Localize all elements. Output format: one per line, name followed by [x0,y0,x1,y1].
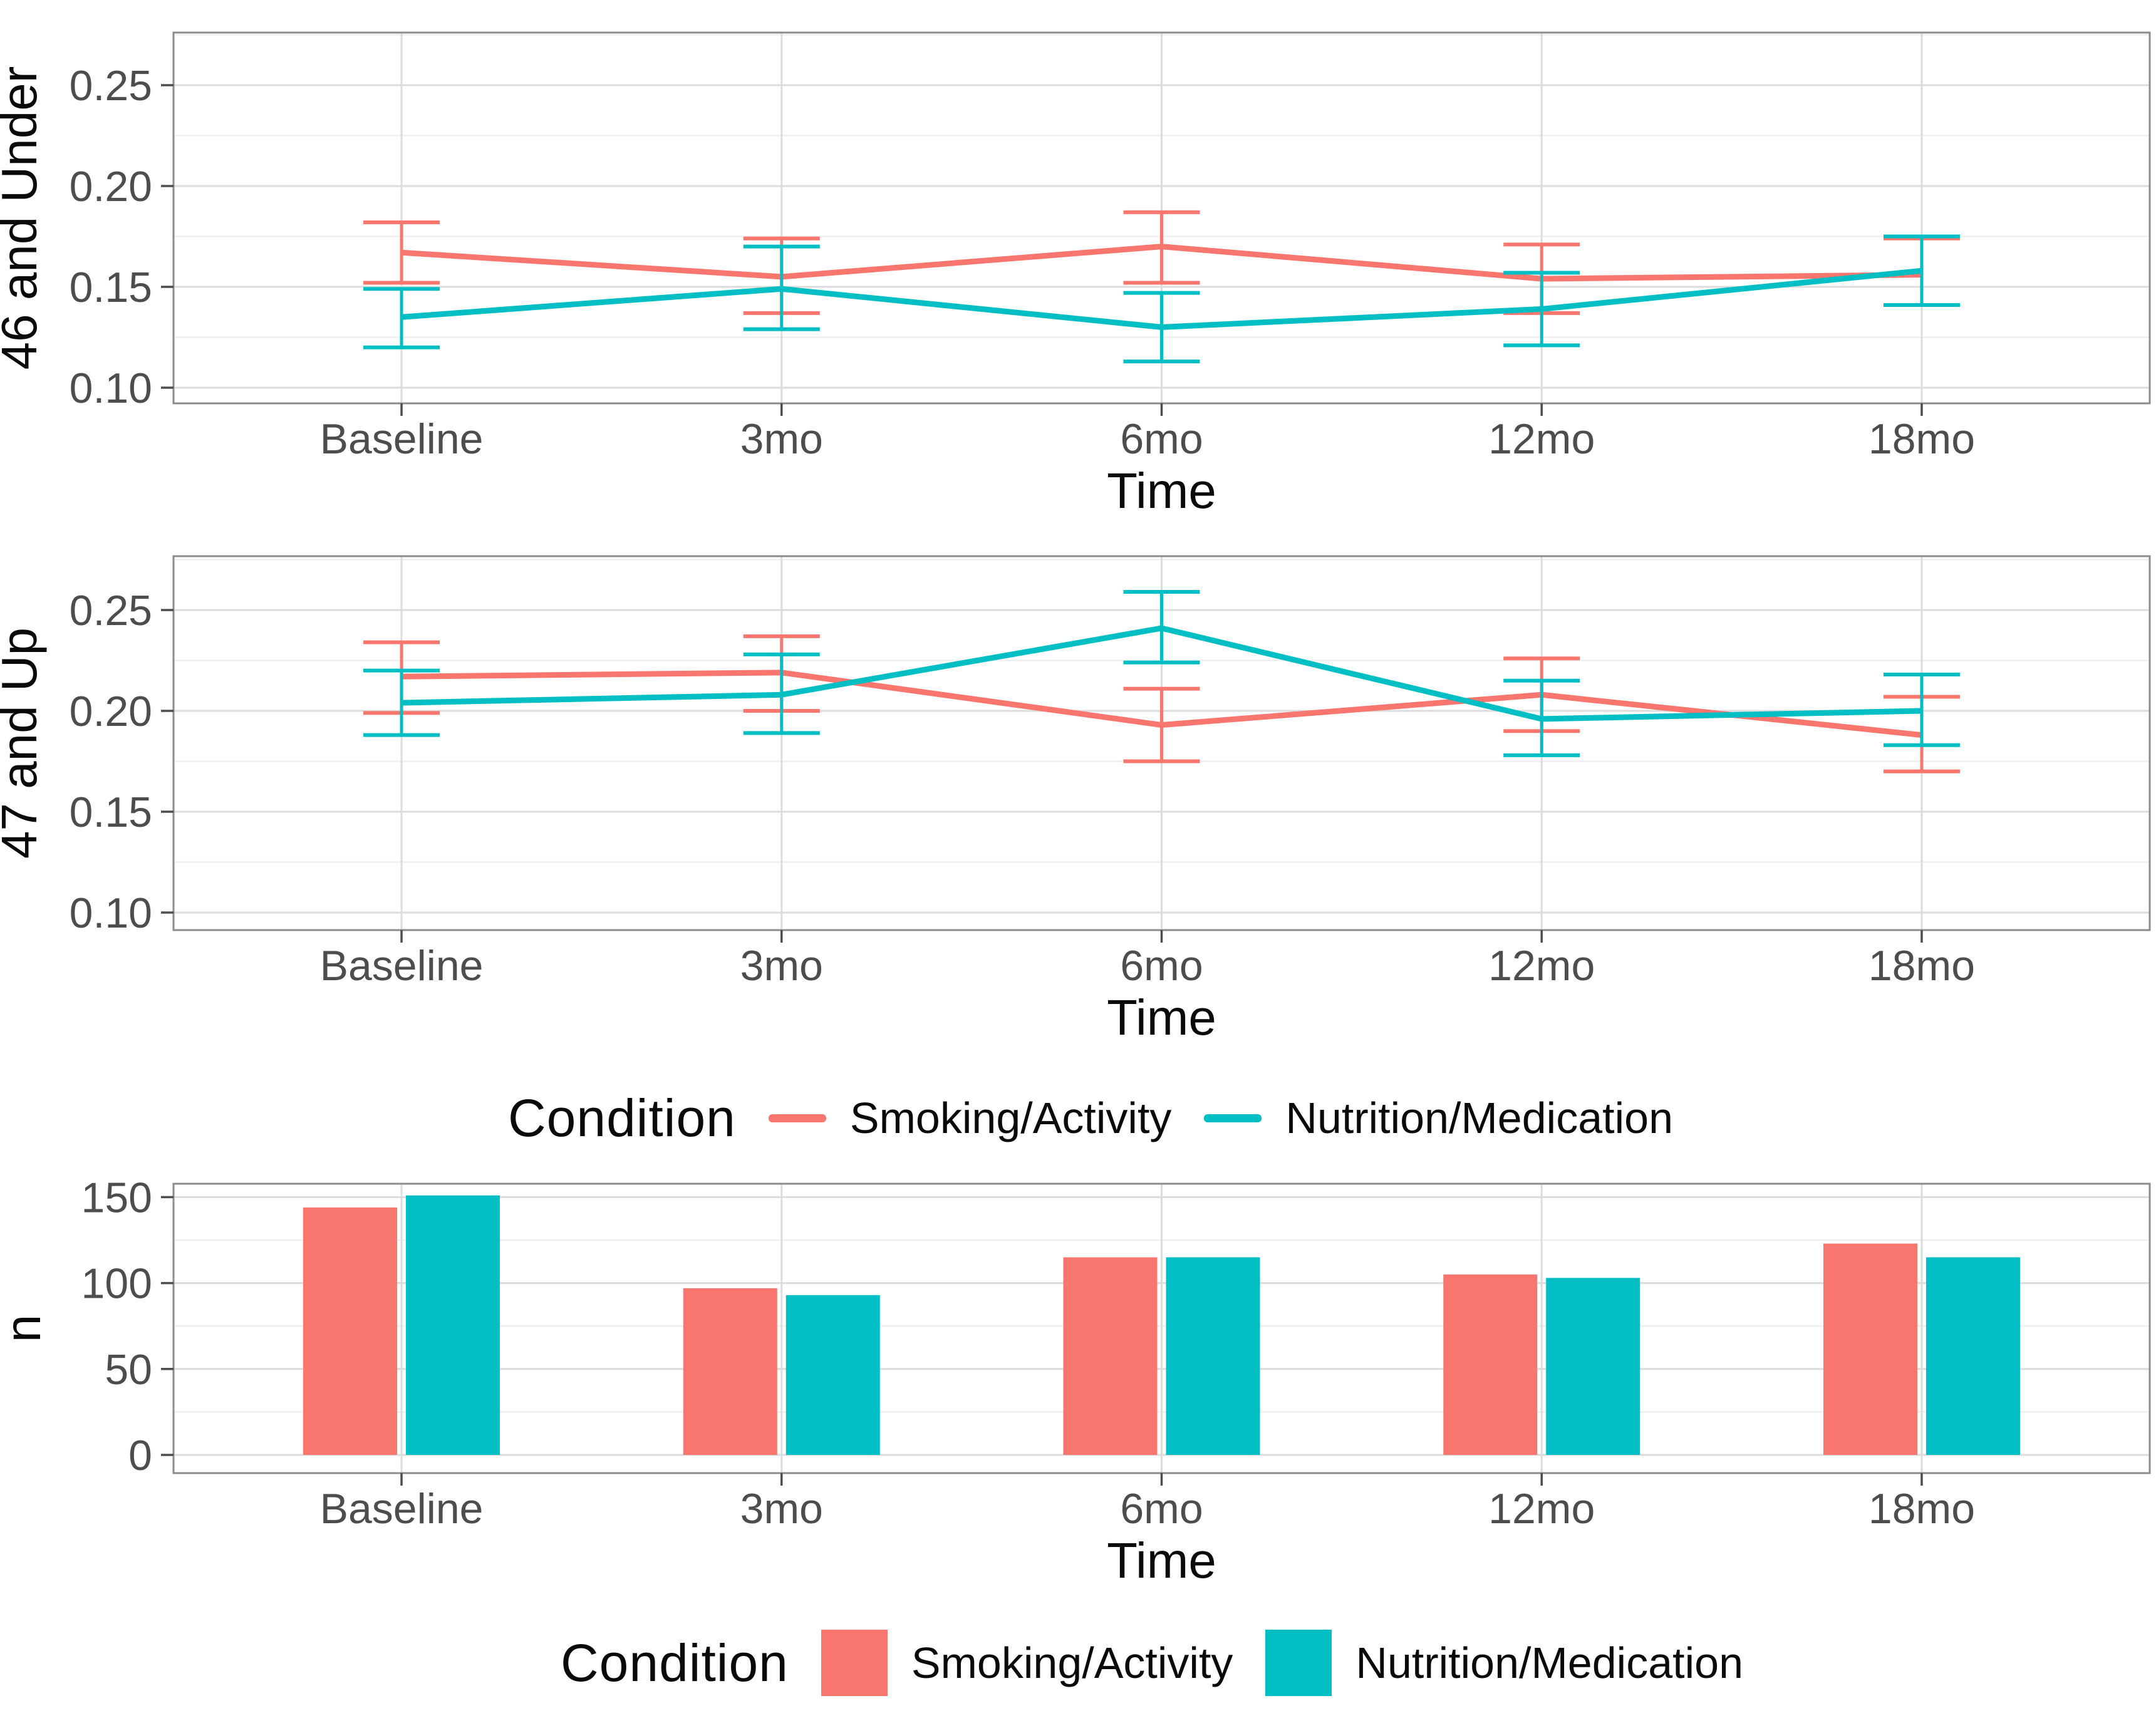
y-tick-label: 0.15 [70,789,152,836]
line-smoking-activity [401,670,1922,738]
line-nutrition-medication [401,267,1922,330]
errorbars-nutrition-medication [363,590,1960,757]
panel-n: 0 50 100 150 Baseline 3mo 6mo 12mo 18mo Time n [0,1174,2151,1588]
x-tick-label: 18mo [1868,415,1975,463]
bar [1823,1243,1917,1455]
panel-y-label: n [0,1315,51,1343]
x-tick-label: 12mo [1488,415,1595,463]
nutrition-medication-line-swatch [1204,1114,1262,1122]
y-tick-label: 0.10 [70,889,152,937]
bars-smoking-activity [303,1207,1917,1455]
x-tick-label: 18mo [1868,1485,1975,1533]
line-legend: Condition Smoking/Activity Nutrition/Med… [13,1074,2156,1162]
y-tick-label: 0.20 [70,163,152,210]
legend-item-nutrition-medication: Nutrition/Medication [1265,1630,1743,1696]
bar [1443,1274,1538,1455]
x-tick-label: 6mo [1120,1485,1203,1533]
line-nutrition-medication [401,625,1922,722]
bar [406,1195,500,1455]
x-tick-label: 6mo [1120,415,1203,463]
bar [785,1295,880,1455]
line-smoking-activity [401,244,1922,282]
nutrition-medication-fill-swatch [1265,1630,1332,1696]
legend-item-label: Smoking/Activity [849,1094,1172,1142]
y-tick-label: 0.20 [70,688,152,735]
y-tick-label: 0.10 [70,365,152,412]
legend-item-label: Nutrition/Medication [1285,1094,1674,1142]
panel-47-and-up: 0.10 0.15 0.20 0.25 Baseline 3mo 6mo 12mo 18mo Ti… [0,555,2151,1045]
x-tick-label: Baseline [320,1485,484,1533]
bar [1925,1257,2020,1455]
y-tick-label: 150 [81,1174,152,1221]
legend-item-nutrition-medication: Nutrition/Medication [1204,1093,1673,1143]
x-tick-label: 12mo [1488,942,1595,990]
legend-item-smoking-activity: Smoking/Activity [821,1630,1233,1696]
y-tick-label: 0.25 [70,587,152,634]
panel-y-label: 46 and Under [0,66,47,370]
bar [683,1288,777,1455]
x-tick-label: 12mo [1488,1485,1595,1533]
fill-legend: Condition Smoking/Activity Nutrition/Med… [74,1619,2156,1707]
smoking-activity-fill-swatch [821,1630,888,1696]
bar [1546,1278,1640,1455]
x-tick-label: 6mo [1120,942,1203,990]
errorbars-smoking-activity [363,634,1960,774]
y-tick-label: 100 [81,1260,152,1308]
y-tick-label: 0.15 [70,264,152,311]
x-tick-label: 3mo [740,1485,823,1533]
bar [1063,1257,1158,1455]
bar [1166,1257,1260,1455]
legend-title: Condition [560,1633,789,1692]
bars-nutrition-medication [406,1195,2020,1455]
x-tick-label: Baseline [320,942,484,990]
y-tick-label: 0 [128,1432,152,1479]
panel-46-and-under: 0.10 0.15 0.20 0.25 Baseline 3mo 6mo 12mo 18mo Ti… [0,31,2151,519]
x-tick-label: 18mo [1868,942,1975,990]
y-tick-label: 50 [105,1346,152,1394]
legend-item-label: Nutrition/Medication [1355,1638,1744,1687]
x-tick-label: 3mo [740,415,823,463]
x-tick-label: Baseline [320,415,484,463]
x-axis-title: Time [1107,990,1216,1045]
x-tick-label: 3mo [740,942,823,990]
legend-item-label: Smoking/Activity [911,1638,1233,1687]
legend-title: Condition [507,1088,736,1147]
legend-item-smoking-activity: Smoking/Activity [768,1093,1172,1143]
x-axis-title: Time [1107,463,1216,519]
x-axis-title: Time [1107,1533,1216,1588]
smoking-activity-line-swatch [768,1114,826,1122]
bar [303,1207,398,1455]
panel-y-label: 47 and Up [0,628,47,859]
y-tick-label: 0.25 [70,62,152,110]
